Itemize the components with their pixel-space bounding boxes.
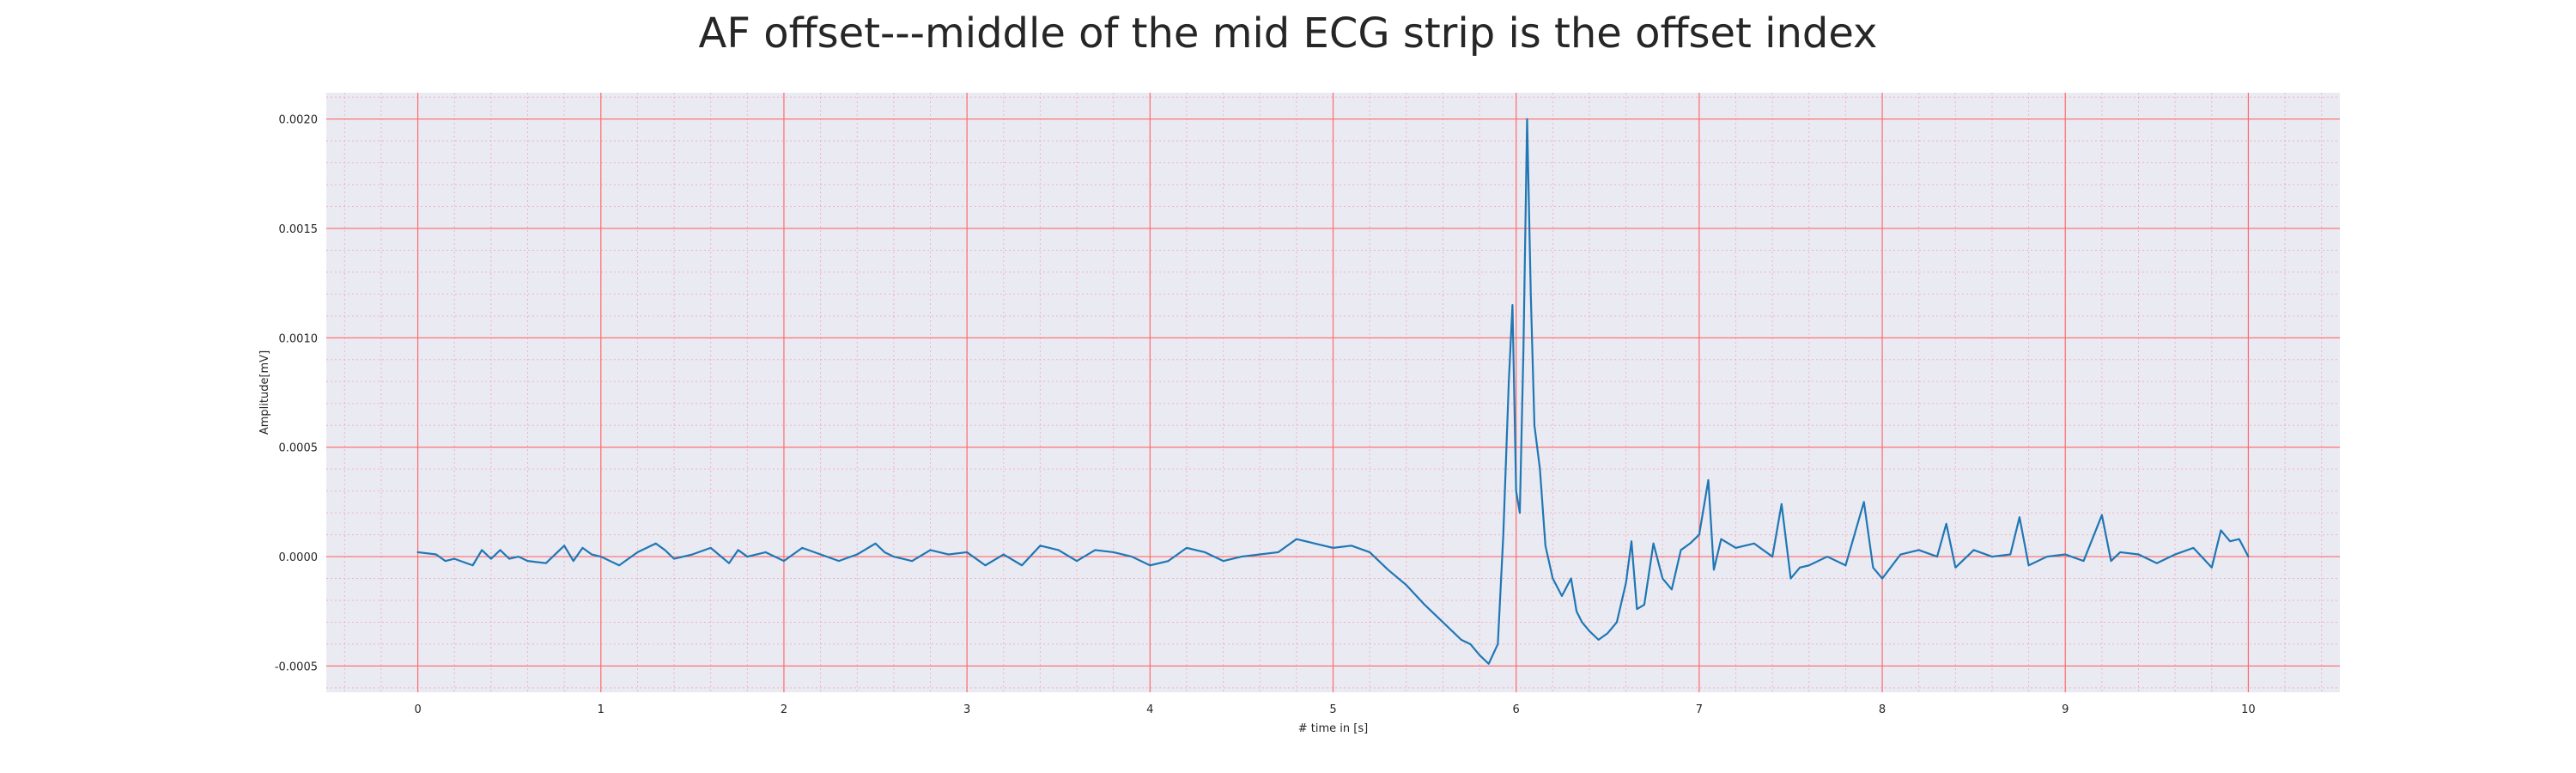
x-tick-label: 5 [1329, 703, 1336, 716]
series-layer [416, 118, 2250, 665]
y-tick-label: 0.0020 [279, 114, 319, 127]
x-tick-label: 3 [963, 703, 970, 716]
x-tick-label: 4 [1146, 703, 1153, 716]
y-tick-labels: -0.0005 0.0000 0.0005 0.0010 0.0015 0.0020 [275, 114, 318, 674]
chart-title: AF offset---middle of the mid ECG strip … [698, 9, 1878, 58]
major-grid [326, 93, 2340, 692]
y-tick-label: 0.0010 [279, 332, 319, 345]
y-axis-label: Amplitude[mV] [258, 350, 271, 435]
x-tick-label: 10 [2241, 703, 2256, 716]
x-tick-label: 0 [414, 703, 421, 716]
x-tick-label: 9 [2062, 703, 2069, 716]
x-tick-label: 6 [1513, 703, 1520, 716]
x-axis-label: # time in [s] [1298, 722, 1368, 735]
series-line-0 [416, 118, 2250, 665]
y-tick-label: -0.0005 [275, 660, 318, 673]
x-tick-label: 7 [1696, 703, 1703, 716]
y-tick-label: 0.0000 [279, 551, 319, 564]
x-tick-label: 2 [781, 703, 787, 716]
x-tick-label: 8 [1879, 703, 1886, 716]
y-tick-label: 0.0015 [279, 223, 319, 236]
y-tick-label: 0.0005 [279, 442, 319, 455]
x-tick-labels: 0 1 2 3 4 5 6 7 8 9 10 [414, 703, 2255, 716]
x-tick-label: 1 [598, 703, 605, 716]
